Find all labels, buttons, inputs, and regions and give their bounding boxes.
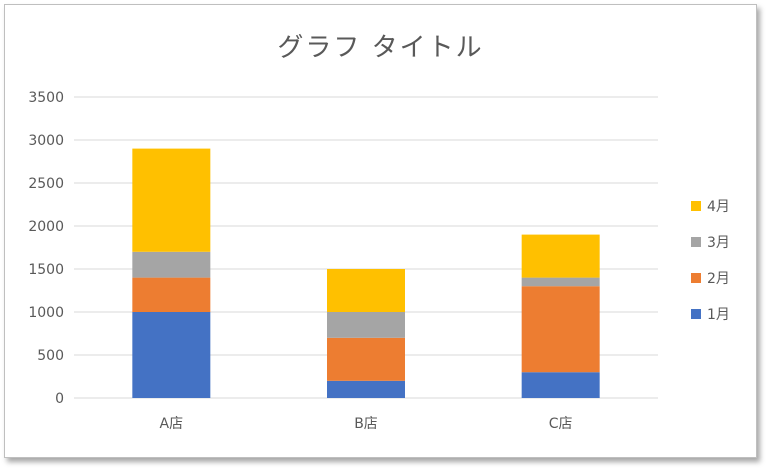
chart-title: グラフ タイトル [277,33,484,63]
y-tick-label: 1500 [28,262,64,278]
legend-label: 4月 [707,199,730,215]
bar-segment [327,380,405,398]
bar-segment [521,286,600,373]
bar-segment [521,372,600,398]
legend-label: 1月 [707,307,730,323]
y-tick-label: 3500 [28,90,64,106]
chart-frame: グラフ タイトル 0 500 1000 1500 2000 2500 3000 3500 A店 B… [4,4,757,458]
y-tick-label: 500 [37,348,64,364]
chart-plot: 0 500 1000 1500 2000 2500 3000 3500 A店 B店 C店 4月 3月 2月… [28,90,730,432]
bar-segment [132,148,211,252]
y-tick-label: 3000 [28,133,64,149]
legend-swatch [691,273,701,283]
bar-segment [132,277,211,312]
bar-segment [327,269,405,312]
x-category-label: C店 [549,416,573,432]
y-tick-label: 2000 [28,219,64,235]
legend-swatch [691,309,701,319]
bar-segment [132,251,211,278]
x-category-label: A店 [160,416,184,432]
legend-label: 2月 [707,271,730,287]
x-category-label: B店 [354,416,378,432]
y-tick-label: 2500 [28,176,64,192]
bar-segment [327,312,405,338]
bar-segment [132,312,211,398]
legend-label: 3月 [707,235,730,251]
bar-segment [521,234,600,278]
y-tick-label: 0 [55,391,64,407]
y-tick-label: 1000 [28,305,64,321]
legend-swatch [691,237,701,247]
legend-swatch [691,201,701,211]
bar-segment [521,277,600,287]
bar-segment [327,337,405,381]
